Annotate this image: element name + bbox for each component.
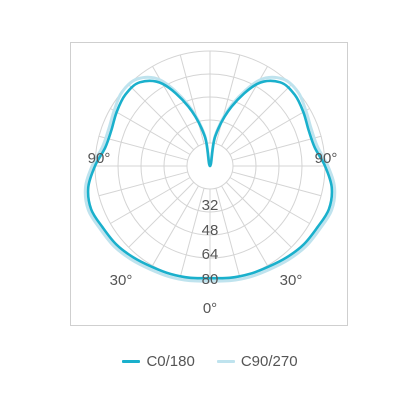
radial-tick-label-64: 64 — [202, 246, 219, 263]
chart-legend: C0/180 C90/270 — [0, 349, 420, 373]
grid-spoke-120 — [229, 108, 310, 155]
radial-tick-label-32: 32 — [202, 197, 219, 214]
grid-spoke-105 — [232, 135, 322, 161]
grid-spoke-75 — [232, 171, 322, 197]
grid-spoke-135 — [225, 84, 292, 151]
angle-label-30-left: 30° — [110, 272, 133, 289]
label-layer: 32 48 64 80 0° 30° 30° 90° 90° — [88, 150, 338, 317]
grid-spoke-60 — [229, 177, 310, 224]
grid-spoke-240 — [110, 108, 191, 155]
grid-spoke-255 — [98, 135, 188, 161]
grid-spoke-330 — [152, 185, 199, 266]
grid-spoke-195 — [179, 54, 205, 144]
angle-label-90-left: 90° — [88, 150, 111, 167]
grid-spoke-30 — [221, 185, 268, 266]
legend-label-c90-270: C90/270 — [240, 352, 298, 370]
legend-label-c0-180: C0/180 — [146, 352, 195, 370]
grid-spoke-165 — [215, 54, 241, 144]
grid-spoke-225 — [128, 84, 195, 151]
grid-spoke-300 — [110, 177, 191, 224]
legend-swatch-c90-270 — [216, 359, 235, 363]
grid-spoke-315 — [128, 181, 195, 248]
legend-item-c90-270[interactable]: C90/270 — [216, 352, 298, 370]
grid-spoke-285 — [98, 171, 188, 197]
radial-tick-label-48: 48 — [202, 222, 219, 239]
grid-spoke-345 — [179, 188, 205, 278]
grid-spoke-45 — [225, 181, 292, 248]
angle-label-30-right: 30° — [280, 272, 303, 289]
grid-spoke-15 — [215, 188, 241, 278]
angle-label-90-right: 90° — [315, 150, 338, 167]
legend-swatch-c0-180 — [122, 359, 141, 363]
series-layer — [83, 75, 337, 283]
legend-item-c0-180[interactable]: C0/180 — [122, 352, 195, 370]
radial-tick-label-80: 80 — [202, 271, 219, 288]
angle-label-0: 0° — [203, 300, 217, 317]
series-line-c0-180 — [86, 79, 334, 280]
